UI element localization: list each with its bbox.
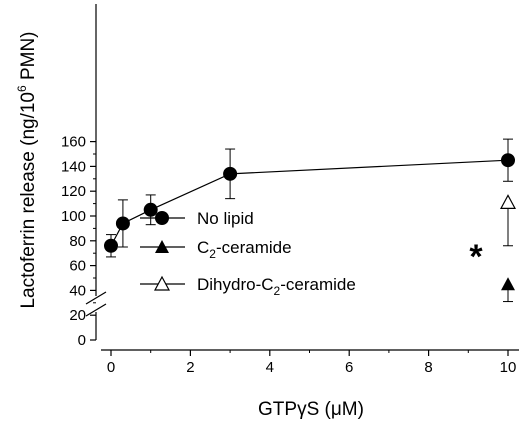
significance-star: * — [469, 238, 483, 276]
y-tick-label: 140 — [61, 158, 86, 175]
x-tick-label: 8 — [424, 359, 432, 376]
data-point-filled-circle — [223, 166, 238, 181]
legend-item-dihydro-c2-ceramide: Dihydro-C2-ceramide — [140, 275, 356, 298]
legend-marker-filled-circle — [155, 211, 169, 225]
y-axis-break-mark-upper — [85, 291, 107, 305]
series-filled-triangle — [501, 277, 515, 303]
y-axis-title-main: Lactoferrin release (ng/10 — [18, 92, 39, 309]
y-axis-title-tail: PMN) — [18, 31, 39, 85]
y-axis-title: Lactoferrin release (ng/106 PMN) — [15, 31, 39, 308]
y-tick-label: 120 — [61, 183, 86, 200]
y-tick-label: 80 — [69, 233, 86, 250]
y-axis-title-superscript: 6 — [15, 85, 29, 92]
series-line — [110, 159, 509, 247]
legend-label-dihydro-c2-ceramide: Dihydro-C2-ceramide — [197, 275, 356, 298]
x-axis-ticks: 0 2 4 6 8 10 — [107, 350, 517, 376]
y-tick-label: 100 — [61, 208, 86, 225]
data-point-filled-circle — [143, 202, 158, 217]
x-axis-title: GTPγS (μM) — [258, 399, 364, 420]
data-point-filled-circle — [501, 153, 515, 168]
legend-label-no-lipid: No lipid — [197, 209, 254, 228]
data-point-filled-triangle — [501, 277, 515, 291]
x-tick-label: 4 — [266, 359, 274, 376]
legend: No lipid C2-ceramide Dihydro-C2-ceramide — [140, 209, 356, 298]
data-point-filled-circle — [104, 238, 118, 253]
x-tick-label: 10 — [500, 359, 517, 376]
x-tick-label: 2 — [186, 359, 194, 376]
legend-marker-open-triangle — [153, 275, 171, 291]
y-tick-label: 20 — [69, 307, 86, 324]
legend-label-c2-ceramide: C2-ceramide — [197, 238, 292, 261]
legend-label-c2-a: C — [197, 238, 209, 257]
legend-marker-filled-triangle — [155, 240, 169, 253]
legend-label-dihydro-sub: 2 — [274, 284, 281, 298]
data-point-open-triangle — [499, 194, 517, 209]
y-axis-ticks: 0 20 40 60 80 100 120 140 160 — [61, 134, 96, 349]
data-point-filled-circle — [115, 216, 130, 231]
series-layer — [104, 138, 517, 303]
series-filled-circle — [104, 138, 515, 258]
y-tick-label: 160 — [61, 134, 86, 151]
legend-item-no-lipid: No lipid — [140, 209, 254, 228]
axes — [85, 4, 519, 351]
x-tick-label: 6 — [345, 359, 353, 376]
y-tick-label: 0 — [78, 332, 86, 349]
y-tick-label: 40 — [69, 282, 86, 299]
legend-label-c2-b: -ceramide — [216, 238, 292, 257]
legend-label-c2-sub: 2 — [209, 247, 216, 261]
y-tick-label: 60 — [69, 258, 86, 275]
y-axis-break-mark-lower — [85, 303, 107, 317]
legend-label-dihydro-a: Dihydro-C — [197, 275, 274, 294]
series-open-triangle — [499, 194, 517, 247]
x-tick-label: 0 — [107, 359, 115, 376]
legend-item-c2-ceramide: C2-ceramide — [140, 238, 292, 261]
legend-label-dihydro-b: -ceramide — [280, 275, 356, 294]
